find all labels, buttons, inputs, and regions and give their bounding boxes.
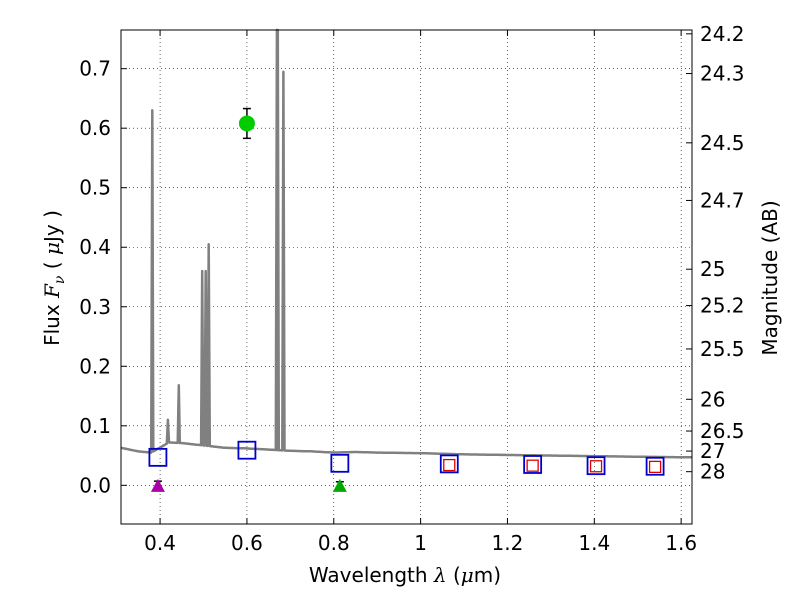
y-tick-label: 0.5 <box>79 176 111 200</box>
ticks: 0.4 0.6 0.8 1 1.2 1.4 1.6 0.0 0.1 0.2 0.3 0.4 0.5 0.6… <box>79 22 744 555</box>
y2-tick-label: 25 <box>700 257 725 281</box>
upper-limit-square <box>589 460 603 473</box>
y-tick-label: 0.1 <box>79 414 111 438</box>
x-tick-label: 1.2 <box>492 531 524 555</box>
y2-tick-label: 26.5 <box>700 419 745 443</box>
model-band-square <box>330 453 350 473</box>
y2-tick-label: 26 <box>700 387 725 411</box>
y-tick-label: 0.4 <box>79 235 111 259</box>
y2-tick-label: 24.7 <box>700 188 745 212</box>
upper-limit-square <box>443 458 456 472</box>
y-axis-label: Flux Fν ( μJy ) <box>40 210 68 346</box>
sed-model-line <box>120 28 693 459</box>
y2-tick-label: 24.3 <box>700 62 745 86</box>
model-band-square <box>439 454 459 474</box>
observed-limit-triangle <box>150 478 165 492</box>
model-band-square <box>148 447 168 467</box>
y2-axis-label: Magnitude (AB) <box>758 200 782 355</box>
y-tick-label: 0.3 <box>79 295 111 319</box>
y2-tick-label: 25.2 <box>700 294 745 318</box>
upper-limit-square <box>648 460 662 474</box>
model-band-square <box>237 440 257 460</box>
plot-frame <box>120 29 693 525</box>
observed-limit-triangle <box>332 478 347 492</box>
y2-tick-label: 24.5 <box>700 131 745 155</box>
y-tick-label: 0.6 <box>79 116 111 140</box>
upper-limit-square <box>526 459 539 472</box>
x-tick-label: 1.6 <box>665 531 697 555</box>
x-tick-label: 1 <box>414 531 427 555</box>
photometry-layer <box>148 107 665 492</box>
model-band-square <box>586 456 606 476</box>
y2-tick-label: 27 <box>700 439 725 463</box>
y-tick-label: 0.0 <box>79 473 111 497</box>
x-tick-label: 0.4 <box>144 531 176 555</box>
y-tick-label: 0.2 <box>79 354 111 378</box>
sed-model-layer <box>120 28 693 459</box>
observed-flux-point <box>238 115 255 132</box>
x-tick-label: 1.4 <box>578 531 610 555</box>
x-tick-label: 0.8 <box>318 531 350 555</box>
y2-tick-label: 28 <box>700 460 725 484</box>
y2-tick-label: 24.2 <box>700 22 745 46</box>
y-tick-label: 0.7 <box>79 57 111 81</box>
model-band-square <box>645 456 665 476</box>
model-band-square <box>523 455 543 474</box>
x-tick-label: 0.6 <box>231 531 263 555</box>
y2-tick-label: 25.5 <box>700 337 745 361</box>
x-axis-label: Wavelength λ (μm) <box>309 563 501 587</box>
